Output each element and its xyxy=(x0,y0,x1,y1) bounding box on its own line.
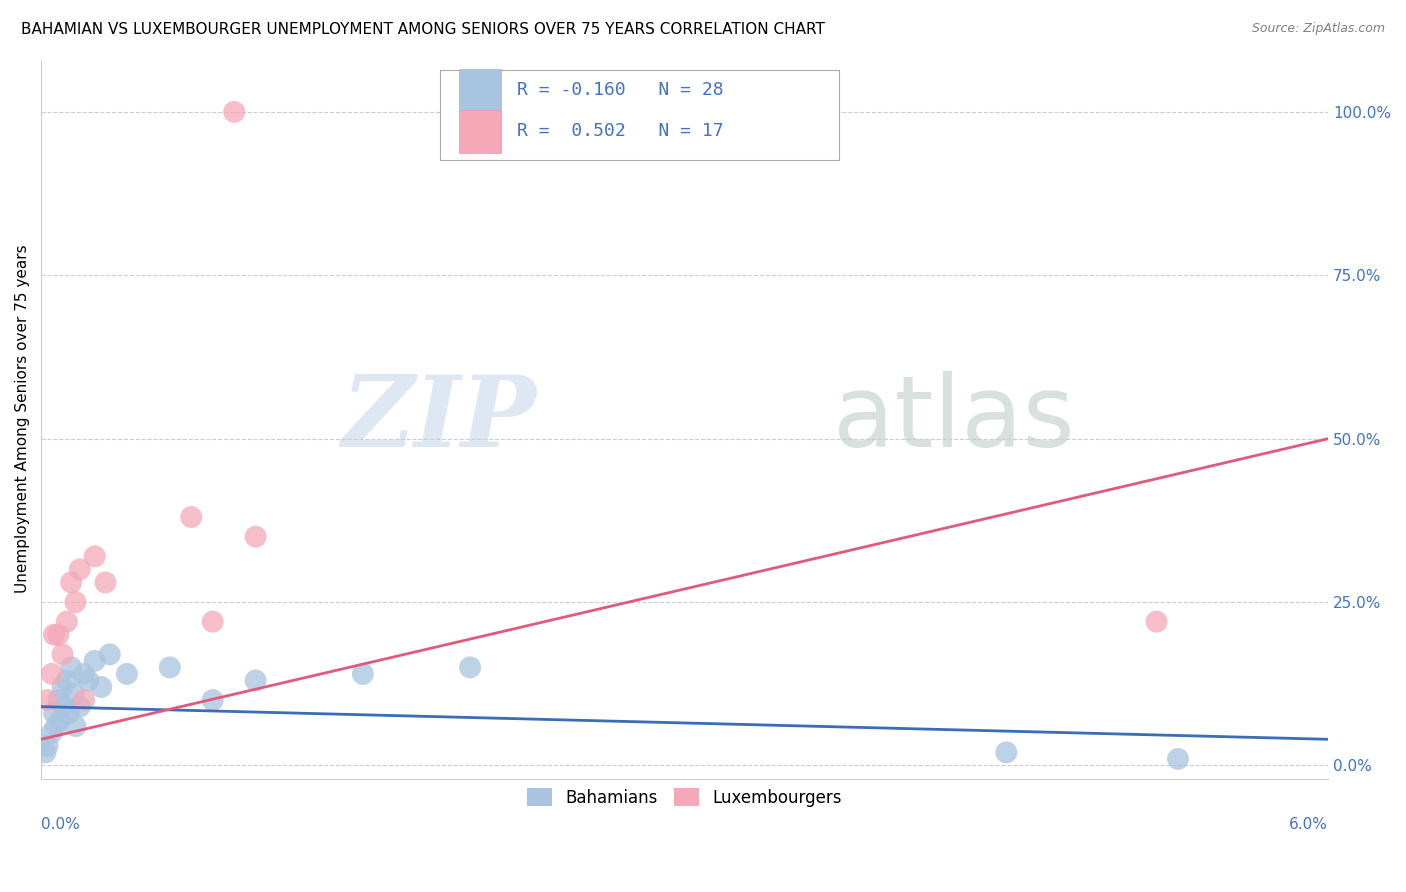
Point xyxy=(58,706,80,721)
Point xyxy=(37,739,59,753)
Text: BAHAMIAN VS LUXEMBOURGER UNEMPLOYMENT AMONG SENIORS OVER 75 YEARS CORRELATION CH: BAHAMIAN VS LUXEMBOURGER UNEMPLOYMENT AM… xyxy=(21,22,825,37)
Text: R = -0.160   N = 28: R = -0.160 N = 28 xyxy=(517,81,724,99)
Point xyxy=(41,725,63,739)
Point xyxy=(83,654,105,668)
Point xyxy=(69,562,91,576)
Point xyxy=(245,530,267,544)
Text: ZIP: ZIP xyxy=(342,371,537,467)
Point xyxy=(180,510,202,524)
Point xyxy=(201,615,224,629)
FancyBboxPatch shape xyxy=(440,70,839,161)
Point xyxy=(45,719,67,733)
Point xyxy=(49,713,72,727)
Point xyxy=(60,575,83,590)
Text: 6.0%: 6.0% xyxy=(1289,817,1329,832)
Point xyxy=(1167,752,1189,766)
Point xyxy=(115,667,138,681)
Point xyxy=(42,628,65,642)
Point xyxy=(46,628,69,642)
Text: atlas: atlas xyxy=(832,370,1074,467)
Point xyxy=(62,687,84,701)
Point xyxy=(51,680,73,694)
Point xyxy=(34,745,56,759)
Point xyxy=(352,667,374,681)
Point xyxy=(201,693,224,707)
Legend: Bahamians, Luxembourgers: Bahamians, Luxembourgers xyxy=(520,781,849,814)
Point xyxy=(65,719,87,733)
Point xyxy=(90,680,112,694)
Point xyxy=(94,575,117,590)
Point xyxy=(458,660,481,674)
Point xyxy=(56,673,79,688)
Point xyxy=(73,693,96,707)
Point xyxy=(41,667,63,681)
Point xyxy=(83,549,105,564)
Point xyxy=(69,699,91,714)
Point xyxy=(1146,615,1168,629)
Point xyxy=(56,615,79,629)
Point xyxy=(46,693,69,707)
Point xyxy=(51,648,73,662)
FancyBboxPatch shape xyxy=(460,69,501,112)
Point xyxy=(73,667,96,681)
Text: R =  0.502   N = 17: R = 0.502 N = 17 xyxy=(517,122,724,140)
Point xyxy=(224,104,246,119)
Point xyxy=(65,595,87,609)
Point xyxy=(37,693,59,707)
FancyBboxPatch shape xyxy=(460,111,501,153)
Point xyxy=(53,699,76,714)
Point xyxy=(60,660,83,674)
Y-axis label: Unemployment Among Seniors over 75 years: Unemployment Among Seniors over 75 years xyxy=(15,244,30,593)
Point xyxy=(77,673,100,688)
Point xyxy=(98,648,121,662)
Point xyxy=(42,706,65,721)
Point xyxy=(995,745,1018,759)
Point xyxy=(159,660,181,674)
Text: Source: ZipAtlas.com: Source: ZipAtlas.com xyxy=(1251,22,1385,36)
Text: 0.0%: 0.0% xyxy=(41,817,80,832)
Point xyxy=(245,673,267,688)
